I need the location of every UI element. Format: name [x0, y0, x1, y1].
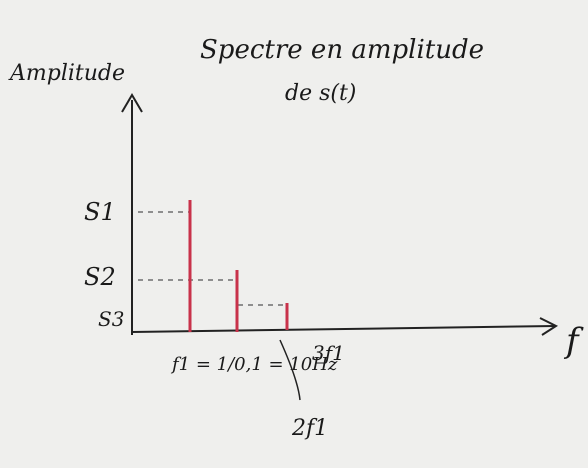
- title-line1: Spectre en amplitude: [200, 35, 484, 65]
- y-label: S3: [98, 307, 124, 331]
- diagram: Amplitude Spectre en amplitude de s(t) f…: [0, 0, 588, 468]
- y-label: S2: [84, 263, 116, 291]
- y-label: S1: [84, 198, 116, 226]
- y-axis-label: Amplitude: [8, 61, 125, 86]
- x-label: 3f1: [312, 341, 345, 365]
- x-label: 2f1: [291, 416, 328, 441]
- title-line2: de s(t): [285, 81, 356, 106]
